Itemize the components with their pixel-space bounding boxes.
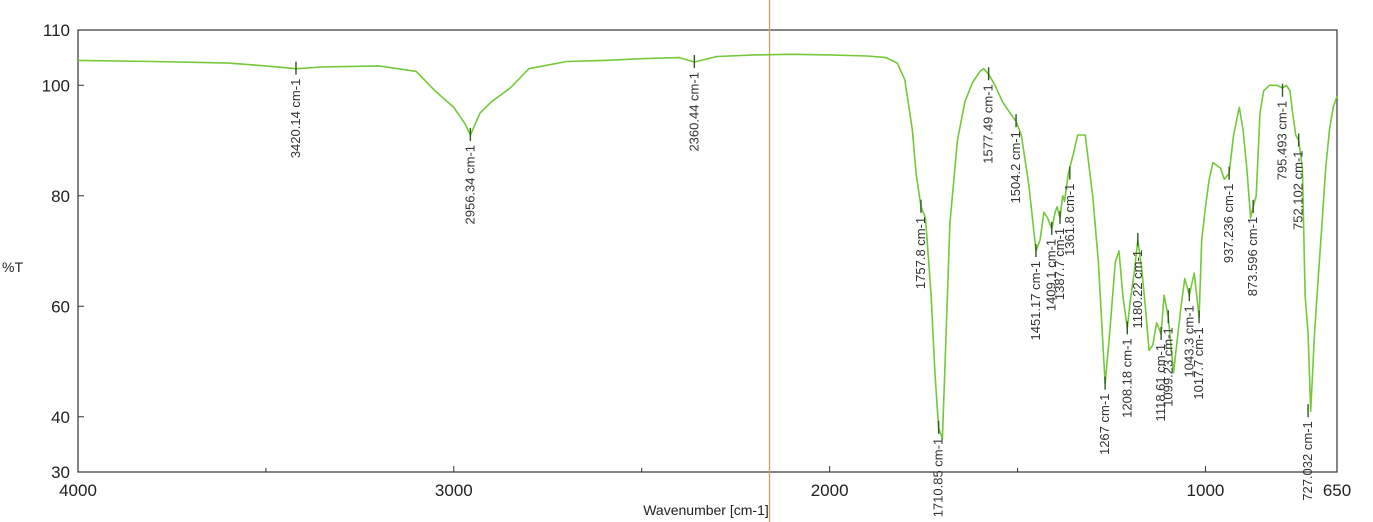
peak-label: 2956.34 cm-1 bbox=[462, 145, 477, 225]
peak-label: 1099.23 cm-1 bbox=[1160, 327, 1175, 407]
peak-label: 1577.49 cm-1 bbox=[981, 84, 996, 164]
y-tick-label: 100 bbox=[42, 76, 70, 95]
x-tick-label: 3000 bbox=[435, 481, 473, 500]
y-tick-label: 40 bbox=[51, 408, 70, 427]
peak-label: 727.032 cm-1 bbox=[1300, 421, 1315, 501]
peak-label: 3420.14 cm-1 bbox=[288, 79, 303, 159]
peak-label: 1180.22 cm-1 bbox=[1130, 250, 1145, 329]
peak-label: 1451.17 cm-1 bbox=[1028, 261, 1043, 341]
peak-label: 795.493 cm-1 bbox=[1275, 101, 1290, 180]
peak-label: 1043.3 cm-1 bbox=[1181, 305, 1196, 377]
x-axis-ticks: 4000 3000 2000 1000 650 bbox=[59, 466, 1351, 500]
peak-label: 937.236 cm-1 bbox=[1221, 184, 1236, 264]
y-axis-title: %T bbox=[2, 259, 23, 275]
peak-label: 1504.2 cm-1 bbox=[1008, 131, 1023, 203]
peak-label: 1267 cm-1 bbox=[1097, 394, 1112, 455]
peak-label: 1387.7 cm-1 bbox=[1052, 228, 1067, 300]
y-axis-ticks: 30 40 60 80 100 110 bbox=[42, 21, 84, 482]
y-tick-label: 60 bbox=[51, 297, 70, 316]
peak-label: 1409.1 cm-1 bbox=[1044, 239, 1059, 311]
x-tick-label: 1000 bbox=[1187, 481, 1225, 500]
peak-label: 752.102 cm-1 bbox=[1291, 151, 1306, 231]
spectrum-series-line bbox=[77, 53, 1338, 440]
x-tick-label: 650 bbox=[1323, 481, 1351, 500]
peak-label: 873.596 cm-1 bbox=[1245, 217, 1260, 296]
x-tick-label: 2000 bbox=[811, 481, 849, 500]
peak-label: 1017.7 cm-1 bbox=[1191, 327, 1206, 399]
y-tick-label: 30 bbox=[51, 463, 70, 482]
plot-area-border bbox=[77, 29, 1338, 473]
spectrum-trace-layer bbox=[77, 53, 1338, 440]
peak-label: 1757.8 cm-1 bbox=[913, 217, 928, 289]
peak-label: 1118.61 cm-1 bbox=[1153, 344, 1168, 422]
peak-label: 1208.18 cm-1 bbox=[1119, 338, 1134, 418]
peak-label: 2360.44 cm-1 bbox=[686, 72, 701, 152]
plot-frame bbox=[77, 29, 1338, 473]
y-tick-label: 110 bbox=[43, 21, 70, 40]
x-tick-label: 4000 bbox=[59, 481, 97, 500]
x-axis-title: Wavenumber [cm-1] bbox=[643, 502, 769, 518]
y-tick-label: 80 bbox=[51, 187, 70, 206]
peak-annotation-layer: 3420.14 cm-1 2956.34 cm-1 2360.44 cm-1 1757… bbox=[288, 55, 1315, 517]
peak-label: 1710.85 cm-1 bbox=[931, 438, 946, 518]
peak-label: 1361.8 cm-1 bbox=[1062, 184, 1077, 256]
